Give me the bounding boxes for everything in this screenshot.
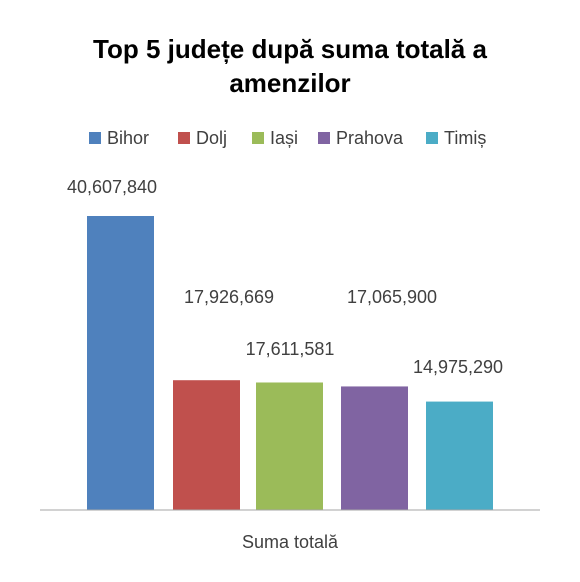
chart-title-line-1: Top 5 județe după suma totală a (93, 34, 487, 64)
data-label-dolj: 17,926,669 (184, 287, 274, 307)
data-label-bihor: 40,607,840 (67, 177, 157, 197)
legend-swatch-bihor (89, 132, 101, 144)
data-label-iași: 17,611,581 (246, 339, 335, 359)
data-label-prahova: 17,065,900 (347, 287, 437, 307)
legend-label-timiș: Timiș (444, 128, 486, 148)
data-label-timiș: 14,975,290 (413, 357, 503, 377)
legend-swatch-timiș (426, 132, 438, 144)
bar-dolj (173, 380, 240, 510)
data-labels: 40,607,840 17,926,669 17,611,581 17,065,900… (67, 177, 503, 377)
bar-bihor (87, 215, 154, 510)
legend-label-iași: Iași (270, 128, 298, 148)
bars (87, 215, 493, 510)
bar-prahova (341, 386, 408, 510)
legend-label-bihor: Bihor (107, 128, 149, 148)
legend-swatch-iași (252, 132, 264, 144)
bar-iași (256, 382, 323, 510)
legend-swatch-dolj (178, 132, 190, 144)
legend-label-dolj: Dolj (196, 128, 227, 148)
x-category-label: Suma totală (242, 532, 339, 552)
legend-swatch-prahova (318, 132, 330, 144)
legend: Bihor Dolj Iași Prahova Timiș (89, 128, 486, 148)
chart-title-line-2: amenzilor (229, 68, 350, 98)
bar-timiș (426, 401, 493, 510)
legend-label-prahova: Prahova (336, 128, 404, 148)
